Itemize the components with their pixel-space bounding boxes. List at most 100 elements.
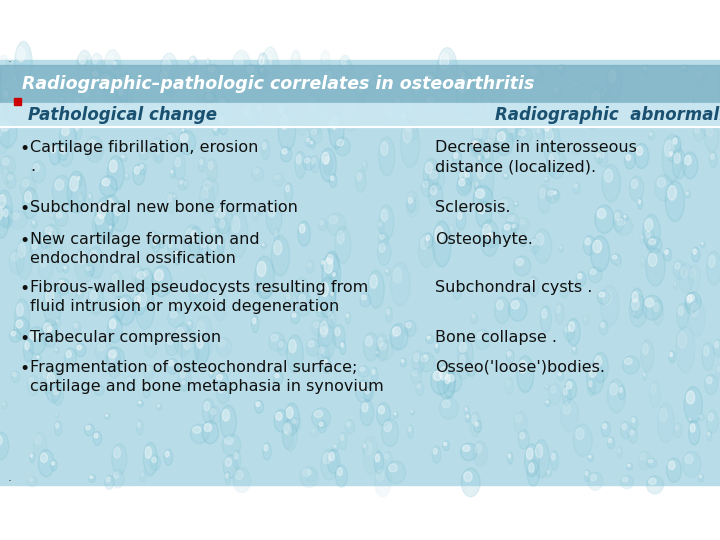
Ellipse shape [150, 455, 161, 470]
Ellipse shape [160, 71, 173, 92]
Ellipse shape [169, 311, 183, 326]
Ellipse shape [58, 280, 68, 293]
Ellipse shape [286, 293, 292, 307]
Ellipse shape [702, 342, 714, 371]
Ellipse shape [220, 219, 228, 239]
Ellipse shape [106, 55, 114, 68]
Ellipse shape [4, 90, 10, 107]
Ellipse shape [182, 380, 187, 389]
Ellipse shape [703, 345, 713, 368]
Ellipse shape [531, 237, 539, 254]
Ellipse shape [643, 372, 647, 381]
Ellipse shape [649, 239, 655, 245]
Ellipse shape [112, 443, 127, 475]
Ellipse shape [189, 58, 194, 63]
Ellipse shape [407, 195, 415, 213]
Ellipse shape [557, 305, 563, 322]
Ellipse shape [519, 360, 526, 373]
Ellipse shape [474, 422, 481, 431]
Ellipse shape [55, 422, 61, 434]
Ellipse shape [588, 365, 602, 391]
Ellipse shape [641, 235, 643, 238]
Ellipse shape [322, 152, 329, 164]
Ellipse shape [472, 140, 481, 150]
Ellipse shape [0, 55, 10, 83]
Ellipse shape [36, 355, 41, 362]
Ellipse shape [210, 409, 215, 415]
Ellipse shape [78, 53, 91, 77]
Ellipse shape [73, 321, 81, 334]
Ellipse shape [403, 126, 412, 143]
Ellipse shape [168, 241, 175, 254]
Ellipse shape [360, 400, 374, 426]
Ellipse shape [322, 53, 326, 60]
Ellipse shape [189, 282, 208, 306]
Ellipse shape [320, 327, 327, 334]
Ellipse shape [70, 177, 78, 191]
Ellipse shape [306, 138, 312, 146]
Ellipse shape [55, 348, 57, 350]
Ellipse shape [317, 306, 325, 317]
Ellipse shape [445, 372, 462, 392]
Ellipse shape [208, 160, 217, 180]
Ellipse shape [307, 340, 319, 354]
Ellipse shape [546, 470, 549, 473]
Ellipse shape [684, 387, 703, 423]
Ellipse shape [435, 342, 439, 353]
Ellipse shape [114, 103, 129, 122]
Ellipse shape [259, 56, 264, 65]
Ellipse shape [207, 240, 223, 260]
Ellipse shape [379, 137, 395, 176]
Ellipse shape [40, 453, 48, 462]
Ellipse shape [43, 224, 58, 244]
Ellipse shape [600, 320, 608, 335]
Ellipse shape [616, 219, 631, 233]
Ellipse shape [134, 166, 143, 183]
Ellipse shape [614, 212, 623, 230]
Ellipse shape [475, 188, 491, 210]
Ellipse shape [551, 451, 559, 470]
Ellipse shape [92, 56, 102, 72]
Ellipse shape [365, 336, 372, 346]
Ellipse shape [599, 150, 608, 167]
Ellipse shape [511, 301, 519, 309]
Ellipse shape [640, 454, 646, 460]
Ellipse shape [199, 275, 207, 292]
Ellipse shape [408, 194, 413, 204]
Ellipse shape [458, 352, 469, 380]
Ellipse shape [462, 468, 480, 497]
Ellipse shape [384, 422, 391, 432]
Ellipse shape [433, 370, 449, 392]
Ellipse shape [394, 413, 396, 415]
Ellipse shape [631, 179, 638, 188]
Ellipse shape [45, 288, 60, 321]
Ellipse shape [528, 462, 538, 484]
Ellipse shape [622, 423, 626, 430]
Ellipse shape [279, 105, 284, 114]
Ellipse shape [143, 381, 151, 398]
Ellipse shape [283, 422, 292, 446]
Ellipse shape [214, 289, 227, 321]
Ellipse shape [117, 84, 127, 108]
Ellipse shape [690, 268, 696, 278]
Ellipse shape [155, 147, 163, 163]
Ellipse shape [374, 451, 383, 474]
Ellipse shape [30, 240, 42, 259]
Ellipse shape [320, 321, 328, 337]
Ellipse shape [108, 350, 117, 358]
Ellipse shape [649, 132, 654, 139]
Ellipse shape [669, 151, 674, 160]
Ellipse shape [701, 116, 708, 124]
Ellipse shape [604, 168, 618, 198]
Ellipse shape [714, 341, 720, 355]
Ellipse shape [145, 334, 158, 358]
Ellipse shape [280, 114, 294, 147]
Ellipse shape [291, 312, 300, 323]
Ellipse shape [417, 383, 420, 388]
Ellipse shape [467, 414, 470, 421]
Ellipse shape [185, 228, 199, 255]
Ellipse shape [329, 453, 334, 461]
Ellipse shape [467, 367, 475, 376]
Ellipse shape [292, 313, 299, 322]
Ellipse shape [639, 200, 641, 204]
